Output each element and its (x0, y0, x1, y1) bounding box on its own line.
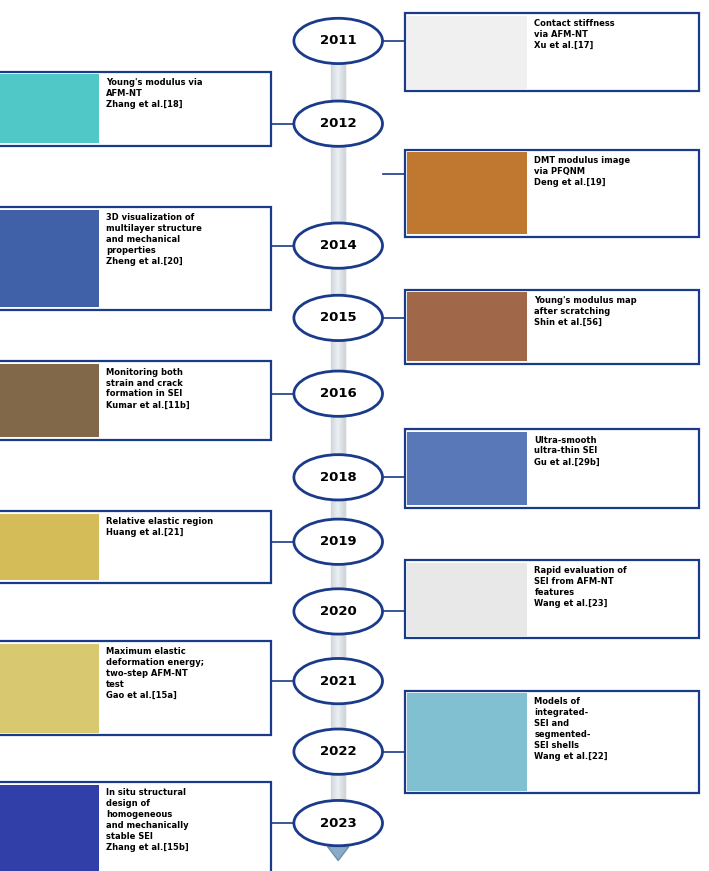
Bar (406, 150, 699, 237)
Bar (407, 693, 527, 791)
Text: In situ structural
design of
homogeneous
and mechanically
stable SEI
Zhang et al: In situ structural design of homogeneous… (106, 788, 189, 852)
Text: 2019: 2019 (320, 536, 357, 548)
Ellipse shape (294, 800, 383, 846)
Ellipse shape (294, 455, 383, 500)
Bar (0, 75, 99, 143)
Text: 2016: 2016 (320, 388, 357, 400)
Text: Relative elastic region
Huang et al.[21]: Relative elastic region Huang et al.[21] (106, 517, 213, 537)
Bar (0, 72, 271, 146)
Text: Rapid evaluation of
SEI from AFM-NT
features
Wang et al.[23]: Rapid evaluation of SEI from AFM-NT feat… (535, 566, 627, 608)
Ellipse shape (294, 519, 383, 564)
Text: 3D visualization of
multilayer structure
and mechanical
properties
Zheng et al.[: 3D visualization of multilayer structure… (106, 213, 202, 267)
Bar (0, 511, 271, 583)
Text: Young's modulus via
AFM-NT
Zhang et al.[18]: Young's modulus via AFM-NT Zhang et al.[… (106, 78, 203, 109)
Bar (0, 207, 271, 310)
Text: Maximum elastic
deformation energy;
two-step AFM-NT
test
Gao et al.[15a]: Maximum elastic deformation energy; two-… (106, 647, 204, 700)
Text: 2011: 2011 (320, 35, 357, 47)
Bar (407, 432, 527, 505)
Text: 2014: 2014 (320, 240, 357, 252)
Text: DMT modulus image
via PFQNM
Deng et al.[19]: DMT modulus image via PFQNM Deng et al.[… (535, 156, 630, 186)
Text: Monitoring both
strain and crack
formation in SEI
Kumar et al.[11b]: Monitoring both strain and crack formati… (106, 368, 190, 409)
Bar (0, 785, 99, 871)
Bar (0, 361, 271, 440)
Text: 2012: 2012 (320, 118, 357, 130)
Text: 2021: 2021 (320, 675, 357, 687)
Bar (406, 560, 699, 638)
Ellipse shape (294, 223, 383, 268)
Bar (407, 563, 527, 636)
Bar (0, 782, 271, 871)
Text: Ultra-smooth
ultra-thin SEI
Gu et al.[29b]: Ultra-smooth ultra-thin SEI Gu et al.[29… (535, 436, 600, 466)
Bar (0, 364, 99, 437)
Text: 2023: 2023 (320, 817, 357, 829)
Text: Models of
integrated-
SEI and
segmented-
SEI shells
Wang et al.[22]: Models of integrated- SEI and segmented-… (535, 697, 608, 760)
Bar (406, 289, 699, 364)
FancyArrow shape (328, 845, 349, 861)
Text: Young's modulus map
after scratching
Shin et al.[56]: Young's modulus map after scratching Shi… (535, 296, 637, 327)
Text: 2020: 2020 (320, 605, 357, 618)
Bar (407, 16, 527, 89)
Bar (406, 13, 699, 91)
Bar (406, 691, 699, 793)
Bar (407, 293, 527, 361)
Bar (0, 514, 99, 580)
Ellipse shape (294, 371, 383, 416)
Bar (0, 210, 99, 307)
Bar (406, 429, 699, 508)
Ellipse shape (294, 589, 383, 634)
Text: 2022: 2022 (320, 746, 357, 758)
Bar (0, 644, 99, 733)
Ellipse shape (294, 101, 383, 146)
Bar (407, 152, 527, 234)
Ellipse shape (294, 18, 383, 64)
Bar (0, 641, 271, 735)
Text: 2018: 2018 (320, 471, 357, 483)
Ellipse shape (294, 295, 383, 341)
Ellipse shape (294, 729, 383, 774)
Text: Contact stiffness
via AFM-NT
Xu et al.[17]: Contact stiffness via AFM-NT Xu et al.[1… (535, 19, 615, 50)
Text: 2015: 2015 (320, 312, 357, 324)
Ellipse shape (294, 658, 383, 704)
